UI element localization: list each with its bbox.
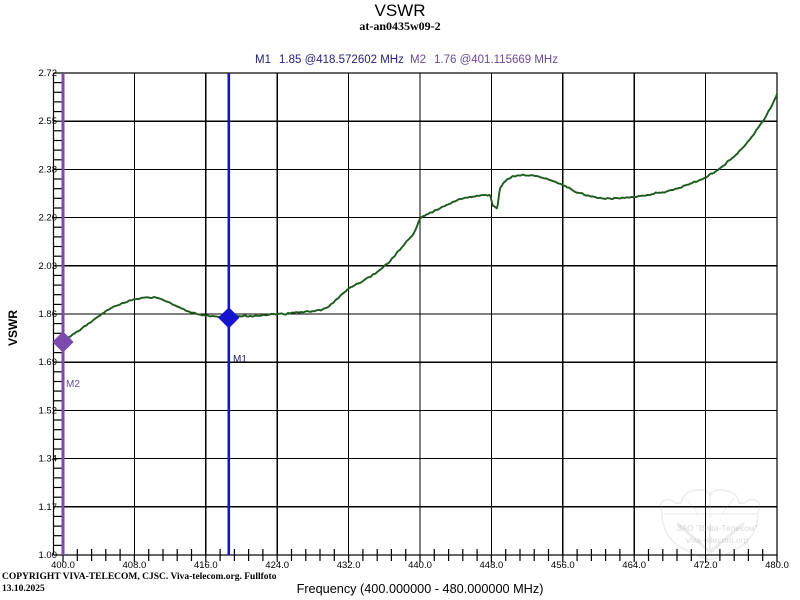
svg-text:1.69: 1.69 — [39, 357, 58, 368]
svg-text:2.20: 2.20 — [39, 213, 58, 224]
svg-text:1.86: 1.86 — [39, 309, 58, 320]
svg-text:456.0: 456.0 — [551, 560, 575, 571]
svg-text:472.0: 472.0 — [694, 560, 718, 571]
svg-text:1.34: 1.34 — [39, 454, 58, 465]
svg-text:M1: M1 — [233, 354, 247, 365]
svg-text:M2: M2 — [410, 54, 426, 66]
svg-text:432.0: 432.0 — [337, 560, 361, 571]
svg-text:440.0: 440.0 — [408, 560, 432, 571]
svg-text:13.10.2025: 13.10.2025 — [2, 584, 45, 594]
svg-text:1.17: 1.17 — [39, 502, 58, 513]
svg-text:M2: M2 — [66, 379, 80, 390]
svg-text:VSWR: VSWR — [6, 310, 20, 346]
svg-text:416.0: 416.0 — [194, 560, 218, 571]
svg-text:Frequency (400.000000 - 480.00: Frequency (400.000000 - 480.000000 MHz) — [297, 582, 544, 596]
svg-text:1.85 @418.572602 MHz: 1.85 @418.572602 MHz — [279, 54, 404, 66]
svg-text:COPYRIGHT VIVA-TELECOM, CJSC.: COPYRIGHT VIVA-TELECOM, CJSC. Viva-telec… — [2, 572, 277, 582]
svg-text:ЗАО "Вива-Телеком": ЗАО "Вива-Телеком" — [676, 523, 757, 533]
svg-text:480.0: 480.0 — [765, 560, 789, 571]
svg-text:at-an0435w09-2: at-an0435w09-2 — [359, 19, 440, 33]
svg-text:2.55: 2.55 — [39, 116, 58, 127]
svg-text:M1: M1 — [255, 54, 271, 66]
svg-text:2.38: 2.38 — [39, 164, 58, 175]
svg-text:VSWR: VSWR — [375, 1, 426, 20]
svg-text:2.03: 2.03 — [39, 261, 58, 272]
svg-text:1.76 @401.115669 MHz: 1.76 @401.115669 MHz — [434, 54, 558, 66]
svg-text:424.0: 424.0 — [265, 560, 289, 571]
svg-text:448.0: 448.0 — [480, 560, 504, 571]
svg-text:1.00: 1.00 — [39, 550, 58, 561]
svg-text:1.52: 1.52 — [39, 405, 58, 416]
svg-text:408.0: 408.0 — [123, 560, 147, 571]
svg-text:2.72: 2.72 — [39, 68, 58, 79]
svg-text:464.0: 464.0 — [622, 560, 646, 571]
svg-text:400.0: 400.0 — [51, 560, 75, 571]
svg-text:viva-telecom.org: viva-telecom.org — [686, 535, 749, 545]
